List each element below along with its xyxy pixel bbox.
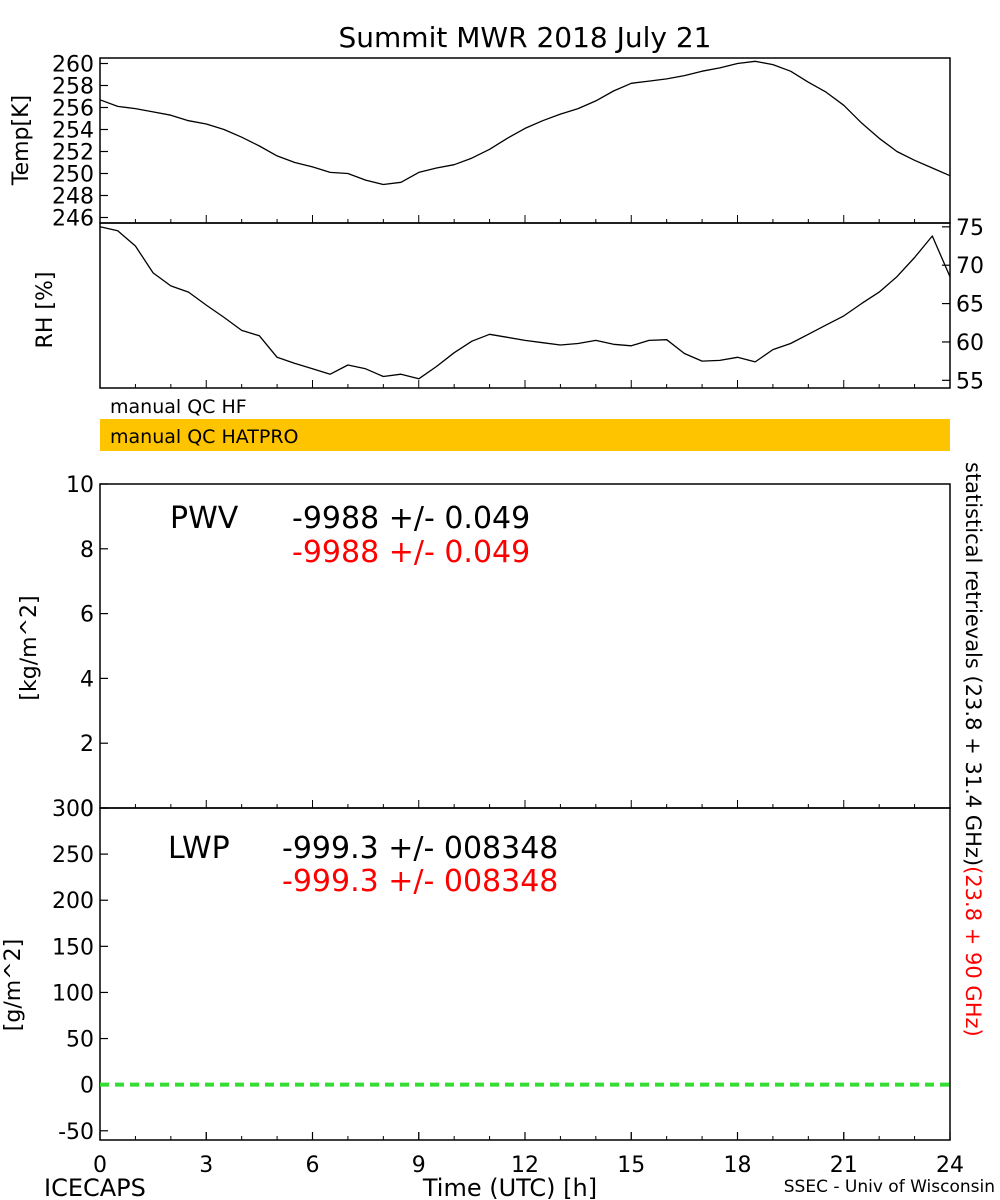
pwv-stat-line-1: -9988 +/- 0.049 — [292, 501, 530, 536]
lwp-ytick-label-1: 0 — [80, 1074, 94, 1099]
temperature-y-label: Temp[K] — [9, 95, 34, 186]
pwv-ytick-label-1: 2 — [80, 732, 94, 757]
qc-bars: manual QC HF manual QC HATPRO — [100, 393, 950, 451]
footer-right: SSEC - Univ of Wisconsin — [784, 1177, 995, 1197]
lwp-ytick-label-4: 150 — [52, 935, 94, 960]
temp-ytick-label-6: 258 — [52, 75, 94, 100]
rh-series-line-0 — [99, 226, 951, 380]
rh-plot-frame — [99, 222, 951, 389]
lwp-ytick-label-3: 100 — [52, 981, 94, 1006]
pwv-ytick-label-4: 8 — [80, 538, 94, 563]
xtick-label-1: 3 — [199, 1153, 213, 1178]
rh-ytick-label-3: 70 — [956, 254, 984, 279]
pwv-stat-line-2: -9988 +/- 0.049 — [292, 535, 530, 570]
side-label-red: (23.8 + 90 GHz) — [961, 866, 985, 1037]
page-title: Summit MWR 2018 July 21 — [339, 21, 712, 54]
lwp-ytick-label-0: -50 — [58, 1120, 94, 1145]
rh-y-ticks: 55 60 65 70 75 — [99, 216, 984, 394]
temp-ytick-label-1: 248 — [52, 185, 94, 210]
rh-panel: 55 60 65 70 75 RH [%] — [33, 216, 984, 394]
xtick-label-6: 18 — [724, 1153, 752, 1178]
pwv-ytick-label-2: 4 — [80, 667, 94, 692]
temp-ytick-label-3: 252 — [52, 141, 94, 166]
temp-ytick-label-4: 254 — [52, 119, 94, 144]
qc-hf-label: manual QC HF — [110, 396, 247, 418]
pwv-panel: 0 2 4 6 8 10 [kg/m^2] PWV -9988 +/- 0.049 -99… — [17, 473, 951, 822]
side-label: statistical retrievals (23.8 + 31.4 GHz)… — [961, 462, 985, 1037]
xtick-label-5: 15 — [617, 1153, 645, 1178]
lwp-stat-label: LWP — [168, 831, 230, 866]
pwv-y-ticks: 0 2 4 6 8 10 — [66, 473, 951, 822]
lwp-ytick-label-6: 250 — [52, 843, 94, 868]
side-label-black: statistical retrievals (23.8 + 31.4 GHz) — [961, 462, 985, 866]
xtick-label-7: 21 — [830, 1153, 858, 1178]
temp-series-line-0 — [99, 60, 951, 186]
temperature-plot-frame — [99, 57, 951, 224]
lwp-stat-line-1: -999.3 +/- 008348 — [282, 831, 558, 866]
xtick-label-2: 6 — [306, 1153, 320, 1178]
xtick-label-0: 0 — [93, 1153, 107, 1178]
lwp-ytick-label-5: 200 — [52, 889, 94, 914]
xtick-label-8: 24 — [936, 1153, 964, 1178]
rh-ytick-label-4: 75 — [956, 216, 984, 241]
qc-hatpro-label: manual QC HATPRO — [110, 426, 299, 448]
footer-left: ICECAPS — [44, 1174, 146, 1200]
rh-series — [99, 226, 951, 380]
temperature-series — [99, 60, 951, 186]
temp-ytick-label-0: 246 — [52, 207, 94, 232]
lwp-ytick-label-7: 300 — [52, 797, 94, 822]
pwv-ytick-label-0: 0 — [80, 797, 94, 822]
rh-ytick-label-1: 60 — [956, 331, 984, 356]
temp-ytick-label-2: 250 — [52, 163, 94, 188]
x-axis-ticks: 0 3 6 9 12 15 18 21 24 — [93, 1132, 964, 1178]
rh-ytick-label-0: 55 — [956, 369, 984, 394]
temp-ytick-label-7: 260 — [52, 53, 94, 78]
xtick-label-3: 9 — [412, 1153, 426, 1178]
qc-hatpro-bar — [100, 419, 950, 451]
rh-y-label: RH [%] — [33, 272, 58, 349]
pwv-stat-label: PWV — [170, 501, 239, 536]
lwp-stat-line-2: -999.3 +/- 008348 — [282, 864, 558, 899]
pwv-ytick-label-5: 10 — [66, 473, 94, 498]
pwv-ytick-label-3: 6 — [80, 603, 94, 628]
pwv-y-label: [kg/m^2] — [17, 595, 42, 700]
x-axis-label: Time (UTC) [h] — [422, 1174, 597, 1200]
lwp-ytick-label-2: 50 — [66, 1028, 94, 1053]
qc-hf-bar — [100, 393, 950, 417]
lwp-panel: -50 0 50 100 150 200 250 300 0 3 6 9 12 15 18 21 24 [g/… — [1, 797, 964, 1200]
xtick-label-4: 12 — [511, 1153, 539, 1178]
lwp-y-label: [g/m^2] — [1, 939, 26, 1031]
temp-ytick-label-5: 256 — [52, 97, 94, 122]
rh-ytick-label-2: 65 — [956, 293, 984, 318]
